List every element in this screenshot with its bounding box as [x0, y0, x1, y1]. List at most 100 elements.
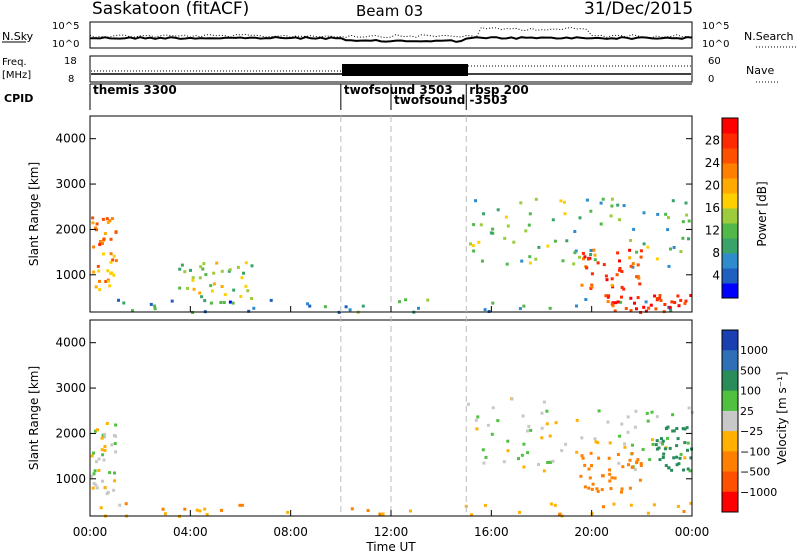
echo-cell [661, 456, 665, 459]
echo-cell [622, 204, 626, 208]
echo-cell [681, 220, 685, 224]
echo-cell [689, 294, 693, 297]
echo-cell [97, 469, 101, 472]
echo-cell [608, 441, 612, 445]
echo-cell [618, 268, 621, 272]
echo-cell [527, 424, 531, 428]
echo-cell [589, 286, 593, 290]
echo-cell [668, 446, 672, 450]
echo-cell [486, 423, 490, 427]
echo-cell [673, 301, 677, 304]
echo-cell [117, 298, 120, 302]
echo-cell [610, 197, 614, 201]
echo-cell [636, 263, 640, 267]
echo-cell [631, 465, 635, 469]
echo-cell [102, 435, 106, 439]
echo-cell [111, 258, 115, 262]
echo-cell [114, 230, 118, 234]
echo-cell [215, 261, 219, 265]
echo-cell [94, 483, 98, 487]
freq-unit: [MHz] [2, 70, 31, 81]
echo-cell [656, 212, 660, 216]
echo-cell [112, 488, 116, 492]
echo-cell [689, 456, 693, 460]
echo-cell [542, 469, 546, 473]
nsearch-trace [89, 26, 693, 39]
power-ylabel: Slant Range [km] [27, 162, 41, 266]
echo-cell [590, 487, 594, 491]
echo-cell [580, 283, 584, 287]
echo-cell [105, 422, 109, 425]
echo-cell [483, 308, 487, 312]
echo-cell [191, 278, 195, 282]
echo-cell [608, 479, 612, 483]
echo-cell [236, 265, 240, 269]
echo-cell [250, 264, 254, 268]
echo-cell [239, 295, 243, 298]
echo-cell [101, 217, 105, 221]
echo-cell [624, 307, 628, 310]
echo-cell [522, 304, 526, 308]
echo-cell [629, 296, 633, 300]
echo-cell [628, 458, 632, 462]
echo-cell [629, 309, 633, 313]
echo-cell [471, 244, 475, 248]
echo-cell [601, 474, 605, 478]
echo-cell [676, 294, 680, 298]
echo-cell [633, 301, 636, 305]
nsky-tick-bottom: 10^0 [52, 39, 79, 50]
echo-cell [109, 252, 113, 256]
echo-cell [250, 297, 253, 300]
echo-cell [665, 426, 669, 430]
echo-cell [98, 288, 102, 292]
echo-cell [609, 214, 613, 218]
echo-cell [112, 273, 116, 277]
echo-cell [617, 461, 621, 465]
echo-cell [90, 474, 94, 478]
echo-cell [522, 442, 526, 446]
colorbar-segment [722, 350, 738, 371]
echo-cell [192, 287, 196, 291]
echo-cell [585, 198, 589, 202]
echo-cell [666, 228, 670, 232]
echo-cell [608, 472, 612, 476]
echo-cell [517, 457, 520, 461]
echo-cell [613, 476, 617, 480]
echo-cell [655, 298, 659, 302]
echo-cell [666, 436, 669, 440]
echo-cell [466, 402, 470, 406]
echo-cell [687, 406, 691, 410]
echo-cell [616, 203, 620, 207]
echo-cell [596, 441, 600, 445]
echo-cell [378, 512, 382, 516]
x-tick-label: 12:00 [374, 525, 409, 539]
echo-cell [170, 299, 174, 303]
colorbar-segment [722, 223, 738, 239]
echo-cell [470, 513, 473, 517]
echo-cell [679, 452, 683, 456]
echo-cell [678, 456, 682, 460]
echo-cell [638, 478, 642, 482]
echo-cell [620, 285, 624, 289]
echo-cell [608, 468, 612, 472]
echo-cell [114, 450, 118, 454]
echo-cell [648, 458, 652, 462]
echo-cell [222, 301, 226, 304]
echo-cell [227, 269, 231, 273]
echo-cell [220, 508, 223, 512]
echo-cell [381, 512, 385, 516]
echo-cell [101, 242, 104, 245]
power-y-axis: 1000 2000 3000 4000 [55, 132, 692, 282]
echo-cell [554, 421, 558, 425]
echo-cell [596, 261, 600, 265]
echo-cell [675, 427, 679, 430]
echo-cell [546, 461, 550, 464]
echo-cell [685, 213, 689, 217]
echo-cell [526, 451, 530, 455]
echo-cell [671, 429, 675, 433]
echo-cell [580, 436, 584, 440]
echo-cell [637, 276, 641, 280]
echo-cell [103, 448, 107, 452]
echo-cell [92, 245, 96, 249]
